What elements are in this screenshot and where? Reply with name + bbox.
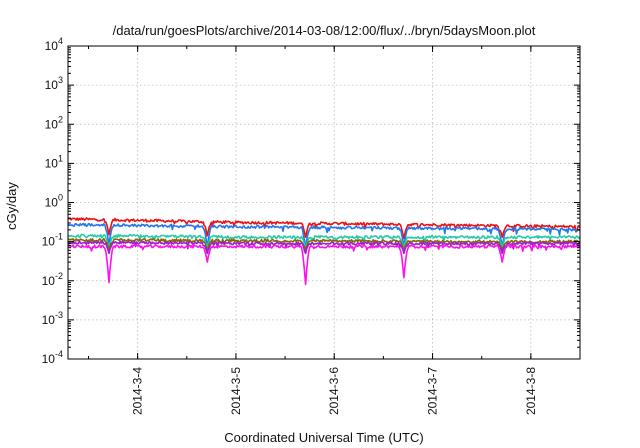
ticks-layer	[68, 45, 581, 360]
y-tick-label: 10-3	[42, 310, 63, 327]
y-tick-label: 102	[45, 114, 63, 131]
y-axis-label: cGy/day	[4, 182, 19, 230]
series-line	[68, 237, 581, 252]
x-tick-label: 2014-3-4	[131, 367, 145, 415]
x-tick-label: 2014-3-6	[327, 367, 341, 415]
series-line	[67, 217, 581, 240]
series-line	[67, 233, 581, 249]
y-tick-label: 103	[45, 75, 63, 92]
x-tick-label: 2014-3-7	[426, 367, 440, 415]
y-tick-label: 10-4	[42, 349, 63, 366]
x-tick-label: 2014-3-8	[524, 367, 538, 415]
series-layer	[67, 217, 581, 286]
x-tick-labels: 2014-3-4 2014-3-5 2014-3-6 2014-3-7 2014-3-8	[131, 367, 538, 415]
y-tick-label: 101	[45, 153, 63, 170]
y-tick-labels: 10-4 10-3 10-2 10-1 100 101 102 103 104	[42, 36, 63, 366]
y-tick-label: 104	[45, 36, 63, 53]
y-tick-label: 10-2	[42, 271, 63, 288]
series-line	[67, 240, 581, 255]
chart-title: /data/run/goesPlots/archive/2014-03-08/1…	[113, 23, 536, 38]
x-axis-label: Coordinated Universal Time (UTC)	[224, 430, 423, 445]
series-line	[67, 244, 581, 286]
y-tick-label: 10-1	[42, 232, 63, 249]
x-tick-label: 2014-3-5	[229, 367, 243, 415]
series-line	[67, 222, 581, 249]
y-tick-label: 100	[45, 193, 63, 210]
grid-layer	[68, 46, 580, 359]
